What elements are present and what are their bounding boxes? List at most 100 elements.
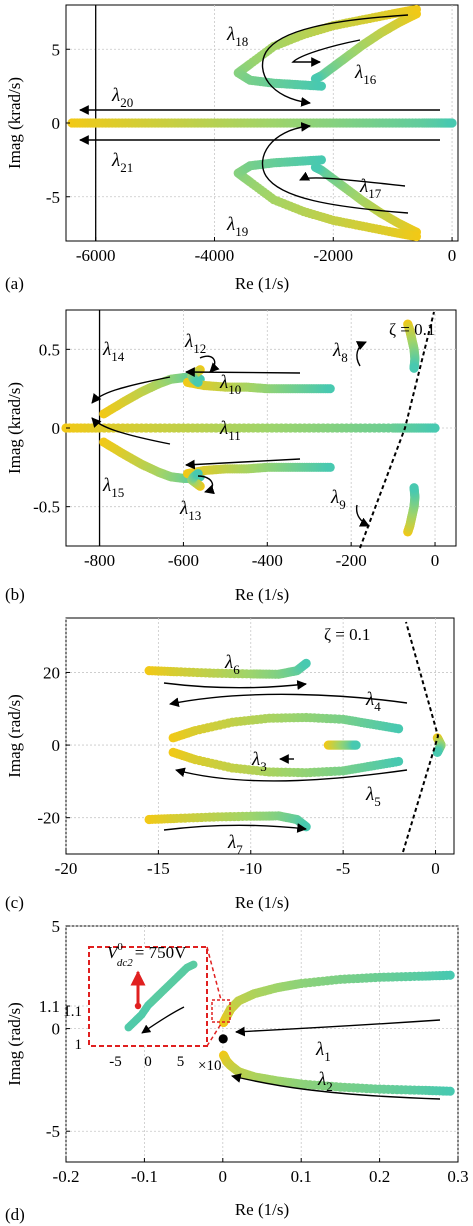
root-point — [445, 1086, 455, 1096]
root-locus-series — [168, 747, 404, 778]
tick-label-x: 0.1 — [291, 1167, 312, 1186]
panel-a-ylabel: Imag (krad/s) — [5, 77, 24, 169]
root-locus-series — [403, 483, 420, 537]
root-locus-series — [183, 462, 335, 479]
panel-b-ylabel: Imag (krad/s) — [5, 382, 24, 474]
tick-label-y: -5 — [46, 1122, 60, 1141]
tick-label-x: -0.2 — [53, 1167, 80, 1186]
root-locus-series — [218, 970, 455, 1028]
panel-a-marks: λ18 λ16 λ20 λ21 λ17 λ19 — [67, 4, 457, 242]
annotation-lambda-14: λ14 — [102, 339, 125, 364]
root-point — [409, 483, 419, 493]
root-locus-series — [168, 712, 404, 743]
tick-label-x: 0 — [448, 246, 457, 265]
annotation-lambda-8: λ8 — [332, 340, 348, 365]
panel-d-label: (d) — [5, 1205, 25, 1224]
annotation-lambda-10: λ10 — [219, 372, 241, 397]
inset-marks — [124, 960, 198, 1032]
root-locus-series — [99, 437, 205, 483]
root-locus-series — [218, 1034, 228, 1044]
root-point — [432, 747, 442, 757]
tick-label-x: 0.2 — [369, 1167, 390, 1186]
annotation-lambda-3: λ3 — [251, 749, 267, 774]
tick-label-x: -800 — [84, 551, 115, 570]
root-locus-series — [323, 740, 361, 750]
tick-label-y: -20 — [37, 809, 60, 828]
root-locus-series — [187, 469, 205, 491]
annotation-arrow-17 — [299, 171, 406, 187]
inset-connector-bottom — [206, 1023, 222, 1047]
tick-label-y: -5 — [46, 188, 60, 207]
inset-tick-label-x: 5 — [177, 1054, 185, 1070]
annotation-arrow-7 — [163, 823, 307, 833]
root-locus-series — [233, 155, 422, 242]
panel-c-ticks: -20 -15 -10 -5 0 -20 0 20 — [37, 663, 439, 878]
root-point — [351, 740, 361, 750]
annotation-lambda-2: λ2 — [317, 1069, 333, 1094]
root-locus-series — [67, 118, 457, 128]
annotation-arrow-11 — [91, 417, 171, 445]
inset-black-arrow — [141, 1006, 185, 1034]
inset-tick-label-y: 1 — [75, 1037, 83, 1053]
annotation-arrow-6 — [163, 680, 307, 690]
tick-label-y: 5 — [52, 40, 61, 59]
annotation-lambda-12: λ12 — [184, 331, 206, 356]
panel-c: λ6 λ4 λ3 λ5 λ7 -20 -15 -10 -5 0 -20 0 20 ζ = 0.1 Im… — [5, 617, 455, 912]
annotation-arrow-10b — [185, 367, 301, 377]
tick-label-x: -15 — [147, 859, 170, 878]
inset-root-point — [189, 960, 198, 969]
root-point — [393, 756, 404, 767]
inset-tick-label-y: 1.1 — [63, 1004, 82, 1020]
panel-d-inset: V0 dc2= 750V -5 0 5 1 1.1 ×10 — [63, 941, 222, 1074]
annotation-lambda-1: λ1 — [315, 1039, 331, 1064]
root-locus-series — [144, 811, 311, 832]
annotation-lambda-5: λ5 — [365, 784, 381, 809]
panel-b: λ14 λ12 λ10 λ11 λ15 λ13 λ8 λ9 -800 -600 -400 -200 0… — [5, 309, 457, 604]
annotation-arrow-8 — [355, 341, 367, 367]
tick-label-x: 0 — [431, 551, 440, 570]
annotation-arrow-5 — [175, 767, 408, 782]
annotation-arrow-4 — [169, 693, 408, 708]
tick-label-x: -2000 — [313, 246, 353, 265]
panel-d-ylabel: Imag (rad/s) — [5, 1002, 24, 1086]
annotation-lambda-16: λ16 — [354, 62, 377, 87]
panel-d-xlabel: Re (1/s) — [235, 1200, 289, 1219]
annotation-arrow-12 — [199, 355, 220, 373]
root-point — [316, 155, 326, 165]
inset-voltage-sub: dc2 — [117, 957, 133, 969]
panel-c-label: (c) — [5, 893, 24, 912]
annotation-lambda-21: λ21 — [111, 150, 133, 175]
inset-voltage-label: V0 dc2= 750V — [107, 941, 187, 969]
annotation-lambda-15: λ15 — [102, 475, 124, 500]
root-point — [393, 724, 404, 734]
panel-c-marks: λ6 λ4 λ3 λ5 λ7 — [144, 621, 446, 857]
tick-label-y: 0 — [52, 419, 61, 438]
panel-c-xlabel: Re (1/s) — [235, 893, 289, 912]
panel-c-ylabel: Imag (rad/s) — [5, 694, 24, 778]
root-locus-series — [218, 1050, 455, 1096]
annotation-lambda-17: λ17 — [359, 176, 382, 201]
annotation-arrow-13 — [197, 475, 215, 495]
root-point — [447, 118, 457, 128]
root-locus-series — [61, 423, 440, 433]
panel-a-xlabel: Re (1/s) — [235, 274, 289, 293]
tick-label-x: -4000 — [195, 246, 235, 265]
tick-label-y: 0 — [52, 1020, 61, 1039]
tick-label-x: -400 — [252, 551, 283, 570]
annotation-arrow-16 — [291, 39, 361, 67]
root-point — [316, 81, 326, 91]
inset-x10-label: ×10 — [198, 1058, 221, 1074]
tick-label-x: -0.1 — [131, 1167, 158, 1186]
inset-ticks: -5 0 5 1 1.1 — [63, 1004, 184, 1070]
inset-tick-label-x: 0 — [144, 1054, 152, 1070]
root-locus-series — [183, 377, 335, 394]
tick-label-y: 20 — [43, 663, 60, 682]
inset-tick-label-x: -5 — [109, 1054, 122, 1070]
annotation-lambda-19: λ19 — [226, 214, 248, 239]
tick-label-x: -6000 — [76, 246, 116, 265]
tick-label-x: 0 — [219, 1167, 228, 1186]
panel-b-label: (b) — [5, 585, 25, 604]
